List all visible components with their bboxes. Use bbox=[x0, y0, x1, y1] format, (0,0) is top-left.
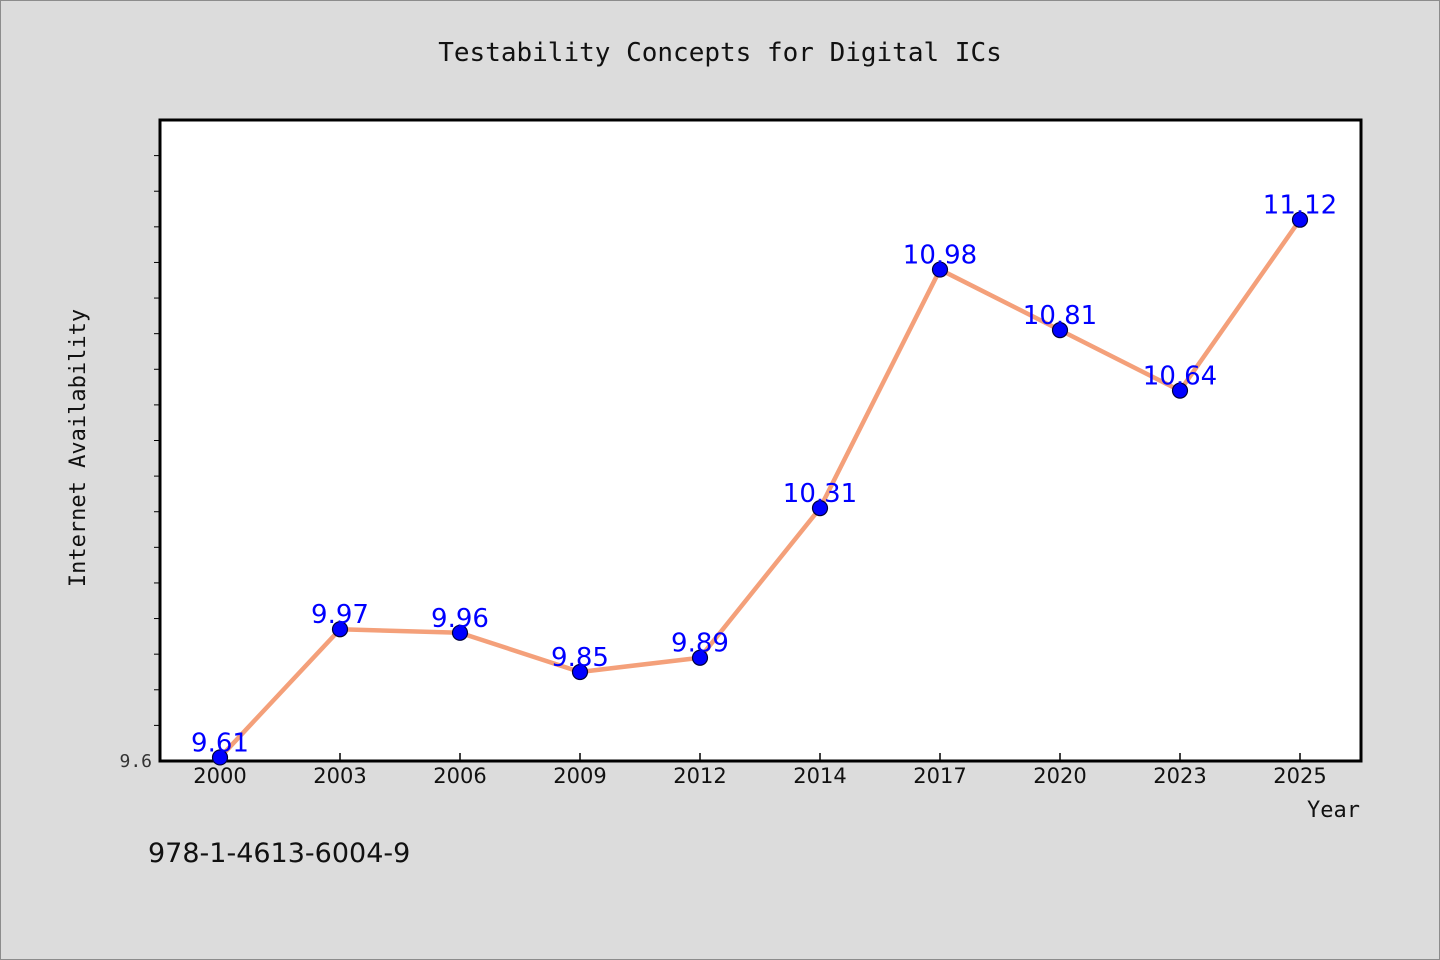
data-point bbox=[1051, 322, 1069, 339]
data-label: 9.89 bbox=[671, 629, 729, 659]
x-tick-label: 2006 bbox=[433, 764, 486, 788]
data-point bbox=[691, 649, 709, 666]
data-label: 10.81 bbox=[1023, 301, 1097, 331]
data-point bbox=[1171, 382, 1189, 399]
x-tick-label: 2020 bbox=[1033, 764, 1086, 788]
data-label: 9.85 bbox=[551, 643, 609, 673]
data-label: 10.31 bbox=[783, 479, 857, 509]
plot-area bbox=[158, 118, 1363, 763]
data-label: 11.12 bbox=[1263, 191, 1337, 221]
x-axis-labels: 2000 2003 2006 2009 2012 2014 2017 2020 2023 2025 bbox=[193, 764, 1326, 788]
series-line bbox=[218, 218, 1302, 759]
y-axis-title: Internet Availability bbox=[66, 309, 91, 587]
data-point bbox=[931, 261, 949, 278]
data-label: 9.96 bbox=[431, 604, 489, 634]
data-point bbox=[211, 749, 229, 766]
data-label: 9.61 bbox=[191, 728, 249, 758]
data-label: 10.64 bbox=[1143, 362, 1217, 392]
x-axis-title: Year bbox=[1307, 798, 1360, 823]
isbn-text: 978-1-4613-6004-9 bbox=[148, 838, 410, 869]
x-tick-label: 2012 bbox=[673, 764, 726, 788]
chart-title: Testability Concepts for Digital ICs bbox=[438, 38, 1002, 68]
data-label: 10.98 bbox=[903, 241, 977, 271]
y-tick-label: 9.6 bbox=[119, 751, 152, 772]
series-group: 9.61 9.97 9.96 9.85 9.89 10.31 10.98 10.81 10.64… bbox=[191, 191, 1337, 766]
x-tick-label: 2009 bbox=[553, 764, 606, 788]
x-tick-label: 2000 bbox=[193, 764, 246, 788]
x-tick-label: 2025 bbox=[1273, 764, 1326, 788]
data-point bbox=[571, 663, 589, 681]
data-point bbox=[811, 500, 829, 517]
data-point bbox=[451, 624, 469, 641]
y-axis-ticks bbox=[154, 155, 160, 726]
x-tick-label: 2023 bbox=[1153, 764, 1206, 788]
x-tick-label: 2017 bbox=[913, 764, 966, 788]
x-tick-label: 2014 bbox=[793, 764, 846, 788]
x-tick-label: 2003 bbox=[313, 764, 366, 788]
data-point bbox=[1291, 211, 1309, 228]
data-label: 9.97 bbox=[311, 600, 369, 630]
data-point bbox=[331, 621, 349, 638]
